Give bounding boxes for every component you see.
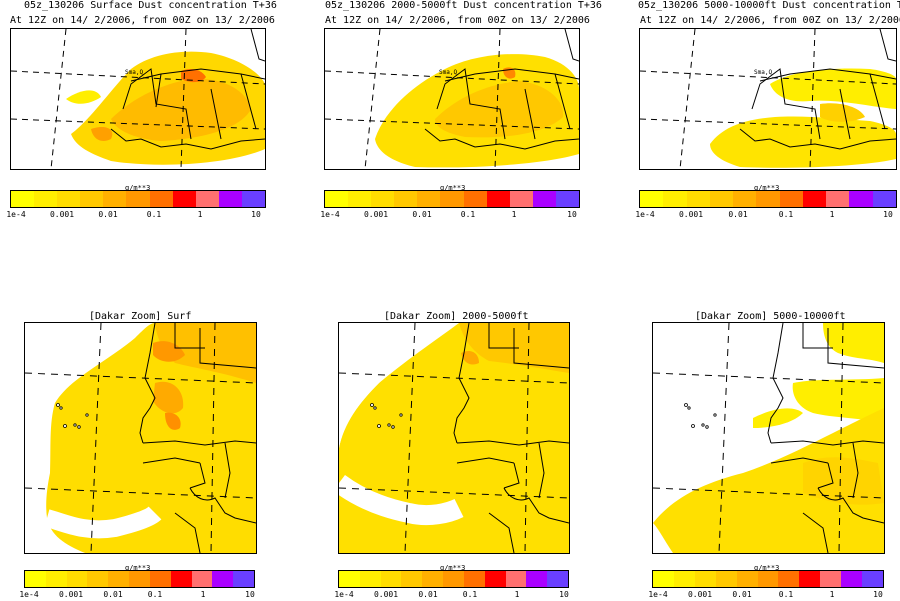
tick-label: 0.001 [49, 210, 75, 219]
tick-label: 0.01 [418, 590, 438, 599]
colorbar-unit: g/m**3 [125, 564, 151, 572]
map-5000-10000ft: Sma,Q [639, 28, 897, 170]
tick-label: 1 [197, 210, 203, 219]
tick-label: 0.1 [147, 590, 163, 599]
tick-label: 1 [511, 210, 517, 219]
map-surface: Sma,Q [10, 28, 266, 170]
colorbar [24, 570, 255, 588]
tick-label: 0.01 [732, 590, 752, 599]
tick-label: 0.001 [678, 210, 704, 219]
zoom-title: [Dakar Zoom] 5000-10000ft [695, 311, 846, 322]
zoom-map-5000-10000ft [652, 322, 885, 554]
tick-label: 1e-4 [320, 210, 340, 219]
tick-label: 10 [873, 590, 883, 599]
tick-label: 0.001 [58, 590, 84, 599]
colorbar-unit: g/m**3 [754, 184, 780, 192]
colorbar-unit: g/m**3 [440, 564, 466, 572]
town-label: Sma,Q [439, 69, 457, 76]
tick-label: 0.01 [728, 210, 748, 219]
colorbar [324, 190, 580, 208]
tick-label: 0.1 [778, 210, 794, 219]
tick-label: 1 [829, 210, 835, 219]
panel-title: 05z_130206 5000-10000ft Dust concentrati… [638, 0, 900, 11]
tick-label: 0.1 [778, 590, 794, 599]
tick-label: 0.001 [687, 590, 713, 599]
colorbar-unit: g/m**3 [440, 184, 466, 192]
panel-title: 05z_130206 Surface Dust concentration T+… [24, 0, 277, 11]
panel-title: 05z_130206 2000-5000ft Dust concentratio… [325, 0, 602, 11]
tick-label: 0.01 [412, 210, 432, 219]
tick-label: 10 [559, 590, 569, 599]
tick-label: 0.001 [373, 590, 399, 599]
panel-subtitle: At 12Z on 14/ 2/2006, from 00Z on 13/ 2/… [10, 15, 275, 26]
map-2000-5000ft: Sma,Q [324, 28, 580, 170]
panel-subtitle: At 12Z on 14/ 2/2006, from 00Z on 13/ 2/… [325, 15, 590, 26]
tick-label: 10 [245, 590, 255, 599]
zoom-map-2000-5000ft [338, 322, 570, 554]
colorbar [338, 570, 569, 588]
tick-label: 10 [883, 210, 893, 219]
zoom-title: [Dakar Zoom] Surf [89, 311, 192, 322]
tick-label: 1 [829, 590, 835, 599]
tick-label: 1e-4 [334, 590, 354, 599]
zoom-title: [Dakar Zoom] 2000-5000ft [384, 311, 529, 322]
tick-label: 1e-4 [6, 210, 26, 219]
tick-label: 0.1 [460, 210, 476, 219]
town-label: Sma,Q [754, 69, 772, 76]
colorbar [639, 190, 897, 208]
tick-label: 0.1 [146, 210, 162, 219]
tick-label: 0.01 [98, 210, 118, 219]
tick-label: 10 [251, 210, 261, 219]
tick-label: 0.001 [363, 210, 389, 219]
tick-label: 0.1 [462, 590, 478, 599]
tick-label: 1 [514, 590, 520, 599]
tick-label: 0.01 [103, 590, 123, 599]
town-label: Sma,Q [125, 69, 143, 76]
colorbar [652, 570, 884, 588]
panel-subtitle: At 12Z on 14/ 2/2006, from 00Z on 13/ 2/… [640, 15, 900, 26]
colorbar-unit: g/m**3 [754, 564, 780, 572]
tick-label: 1 [200, 590, 206, 599]
zoom-map-surface [24, 322, 257, 554]
tick-label: 1e-4 [19, 590, 39, 599]
tick-label: 1e-4 [648, 590, 668, 599]
tick-label: 1e-4 [635, 210, 655, 219]
colorbar-unit: g/m**3 [125, 184, 151, 192]
colorbar [10, 190, 266, 208]
tick-label: 10 [567, 210, 577, 219]
